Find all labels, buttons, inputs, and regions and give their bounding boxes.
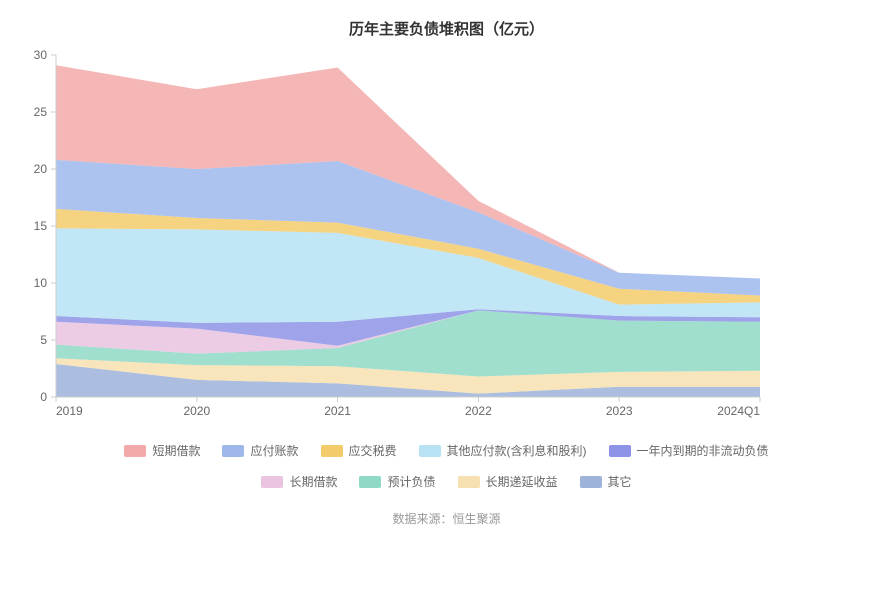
legend-label: 其他应付款(含利息和股利) [447,442,587,459]
y-tick-label: 15 [34,219,48,233]
x-tick-label: 2023 [606,404,633,418]
data-source-label: 数据来源：恒生聚源 [0,494,893,527]
legend-label: 长期借款 [289,473,337,490]
x-tick-label: 2020 [183,404,210,418]
y-tick-label: 5 [40,333,47,347]
chart-title: 历年主要负债堆积图（亿元） [0,0,893,45]
chart-container: 历年主要负债堆积图（亿元） 0 5 10 15 20 25 30 2019 2020 2021 20… [0,0,893,603]
legend-item[interactable]: 应交税费 [321,442,397,459]
y-tick-label: 25 [34,105,48,119]
legend-swatch [222,445,244,457]
chart-legend: 短期借款 应付账款 应交税费 其他应付款(含利息和股利) 一年内到期的非流动负债长期借款… [0,430,893,494]
legend-label: 应付账款 [250,442,298,459]
legend-swatch [580,476,602,488]
x-tick-label: 2021 [324,404,351,418]
y-tick-label: 0 [40,390,47,404]
legend-label: 其它 [608,473,632,490]
y-tick-label: 10 [34,276,48,290]
x-tick-label: 2024Q1 [717,404,760,418]
y-tick-label: 20 [34,162,48,176]
legend-swatch [419,445,441,457]
legend-item[interactable]: 长期递延收益 [458,473,558,490]
legend-label: 预计负债 [387,473,435,490]
legend-label: 一年内到期的非流动负债 [637,442,769,459]
x-tick-label: 2022 [465,404,492,418]
legend-swatch [458,476,480,488]
legend-swatch [261,476,283,488]
legend-item[interactable]: 其它 [580,473,632,490]
legend-swatch [609,445,631,457]
chart-area-wrap: 0 5 10 15 20 25 30 2019 2020 2021 2022 2023 2024Q1 [0,45,893,430]
legend-label: 应交税费 [349,442,397,459]
legend-label: 长期递延收益 [486,473,558,490]
legend-item[interactable]: 应付账款 [222,442,298,459]
legend-item[interactable]: 预计负债 [359,473,435,490]
legend-item[interactable]: 长期借款 [261,473,337,490]
legend-item[interactable]: 一年内到期的非流动负债 [609,442,769,459]
legend-swatch [124,445,146,457]
stacked-area-chart: 0 5 10 15 20 25 30 2019 2020 2021 2022 2023 2024Q1 [0,45,790,425]
legend-label: 短期借款 [152,442,200,459]
y-tick-label: 30 [34,48,48,62]
legend-item[interactable]: 短期借款 [124,442,200,459]
legend-swatch [321,445,343,457]
legend-item[interactable]: 其他应付款(含利息和股利) [419,442,587,459]
x-tick-label: 2019 [56,404,83,418]
legend-swatch [359,476,381,488]
